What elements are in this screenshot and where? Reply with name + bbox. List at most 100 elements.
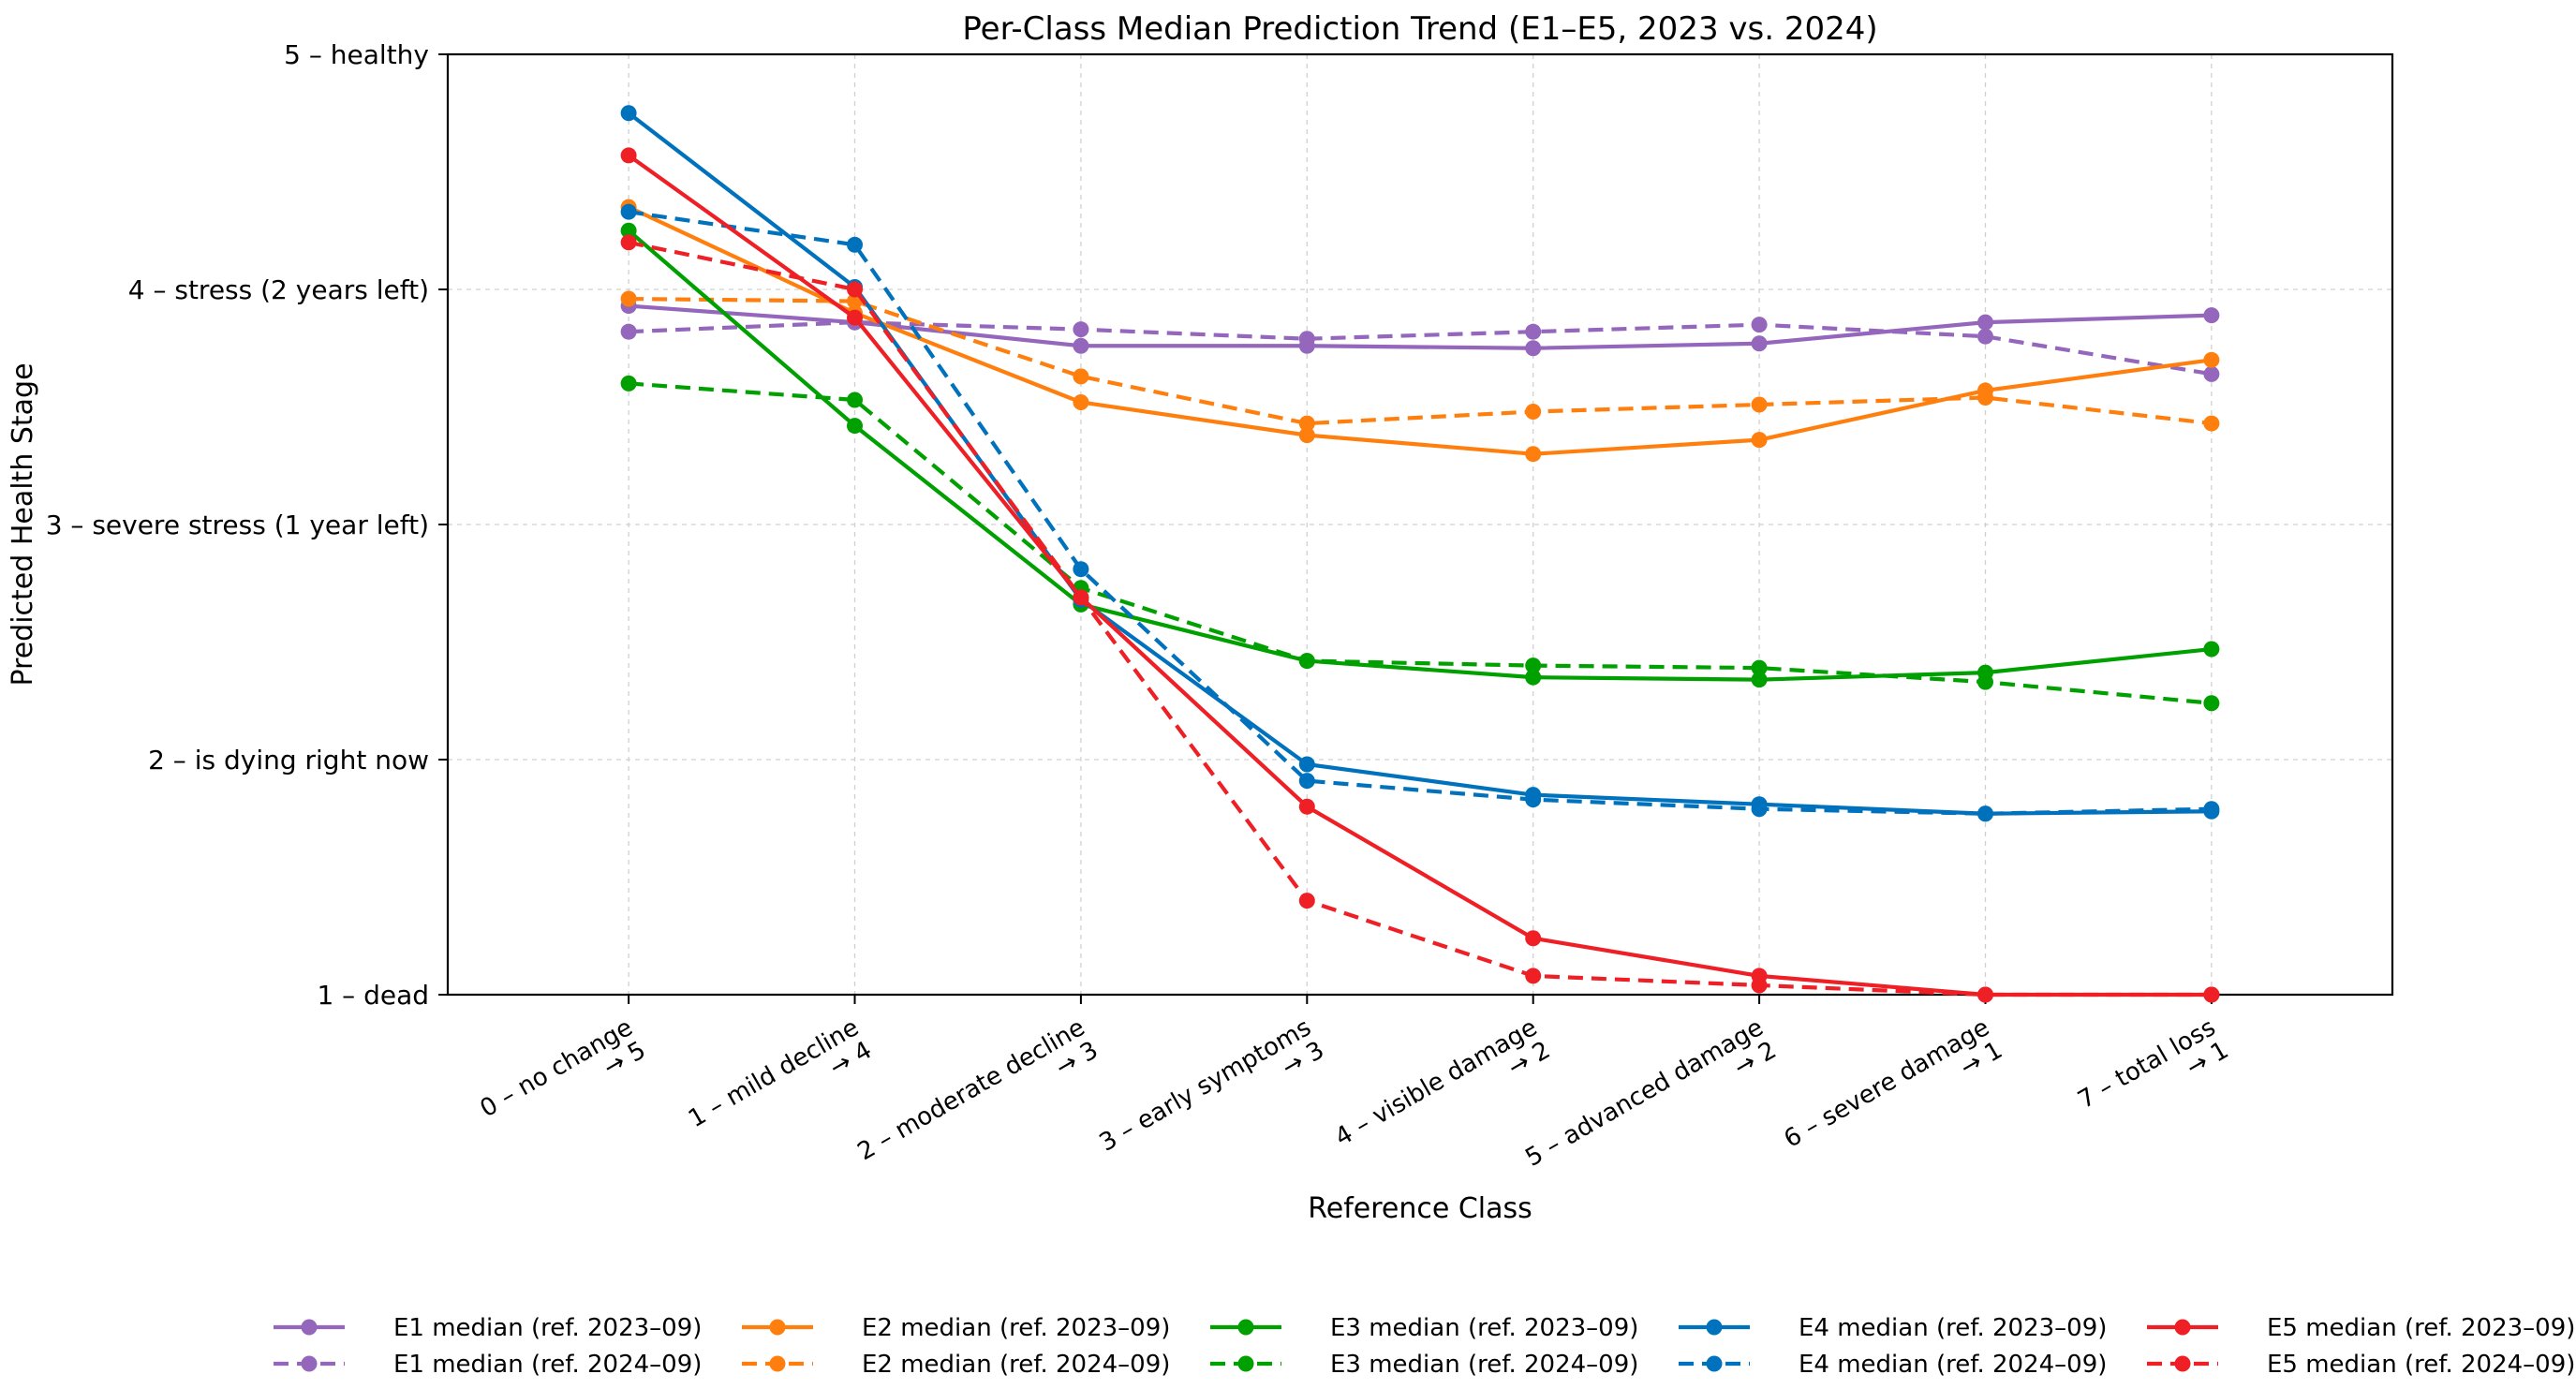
data-point (1751, 801, 1768, 818)
data-point (1525, 404, 1542, 421)
x-tick-label-line1: 2 – moderate decline (853, 1013, 1090, 1166)
x-tick-label: 6 – severe damage→ 1 (1780, 1013, 2007, 1154)
data-point (847, 281, 864, 298)
data-point (1073, 589, 1089, 606)
legend-swatch-marker (1706, 1319, 1723, 1336)
x-tick-label: 5 – advanced damage→ 2 (1521, 1013, 1782, 1173)
data-point (1976, 805, 1993, 822)
x-tick-label-line1: 5 – advanced damage (1521, 1013, 1769, 1173)
y-tick-label: 1 – dead (317, 980, 429, 1011)
data-point (1298, 798, 1315, 815)
series-line (628, 303, 2212, 350)
legend-label: E2 median (ref. 2024–09) (862, 1351, 1170, 1379)
data-point (2203, 641, 2220, 658)
data-point (1073, 368, 1089, 385)
y-tick-label: 4 – stress (2 years left) (128, 274, 429, 305)
legend-item: E4 median (ref. 2024–09) (1679, 1351, 2107, 1379)
y-tick-label: 5 – healthy (284, 39, 429, 70)
series-10 (620, 234, 2220, 1003)
legend-swatch-marker (769, 1319, 786, 1336)
series-7 (620, 105, 2220, 822)
data-point (620, 375, 637, 392)
data-point (1298, 893, 1315, 909)
data-point (620, 234, 637, 251)
y-tick-label: 2 – is dying right now (148, 745, 429, 776)
data-point (1976, 314, 1993, 331)
x-tick-label: 1 – mild decline→ 4 (684, 1013, 877, 1133)
data-point (1525, 446, 1542, 463)
series-4 (620, 290, 2220, 432)
legend-item: E1 median (ref. 2024–09) (274, 1351, 702, 1379)
data-point (2203, 351, 2220, 368)
series-line (627, 229, 2213, 682)
data-point (1525, 658, 1542, 674)
data-point (1073, 393, 1089, 410)
y-axis-label: Predicted Health Stage (7, 362, 39, 686)
data-point (1751, 432, 1768, 449)
series-line (628, 210, 2212, 816)
data-point (1525, 968, 1542, 984)
legend-swatch-marker (301, 1319, 318, 1336)
grid-lines (448, 54, 2392, 995)
legend-item: E3 median (ref. 2024–09) (1210, 1351, 1638, 1379)
data-point (1751, 396, 1768, 413)
data-point (2203, 415, 2220, 432)
legend-label: E4 median (ref. 2024–09) (1799, 1351, 2107, 1379)
data-point (2203, 695, 2220, 712)
data-point (1525, 340, 1542, 357)
x-tick-label: 0 – no change→ 5 (476, 1013, 651, 1123)
data-point (1298, 653, 1315, 670)
data-point (1751, 335, 1768, 352)
data-point (1298, 773, 1315, 790)
data-point (1976, 986, 1993, 1003)
legend-item: E5 median (ref. 2023–09) (2147, 1314, 2575, 1342)
series-line (629, 320, 2213, 377)
data-point (2203, 986, 2220, 1003)
data-point (1751, 317, 1768, 333)
x-tick-label-line1: 4 – visible damage (1330, 1013, 1542, 1152)
data-point (1298, 415, 1315, 432)
legend-item: E1 median (ref. 2023–09) (274, 1314, 702, 1342)
legend: E1 median (ref. 2023–09) E1 median (ref. … (274, 1314, 2575, 1379)
data-point (1976, 328, 1993, 345)
data-point (620, 203, 637, 220)
data-point (847, 392, 864, 408)
legend-label: E2 median (ref. 2023–09) (862, 1314, 1170, 1342)
data-point (1751, 977, 1768, 994)
series-6 (620, 375, 2220, 712)
x-tick-label-line1: 3 – early symptoms (1095, 1013, 1316, 1158)
x-axis-label: Reference Class (1308, 1192, 1532, 1225)
data-point (1073, 561, 1089, 578)
legend-swatch-marker (2174, 1355, 2191, 1372)
series-line (628, 240, 2212, 997)
legend-label: E3 median (ref. 2023–09) (1330, 1314, 1638, 1342)
series-lines (620, 105, 2220, 1003)
legend-item: E3 median (ref. 2023–09) (1210, 1314, 1638, 1342)
series-9 (620, 147, 2220, 1003)
data-point (620, 222, 637, 239)
data-point (2203, 307, 2220, 324)
data-point (1298, 427, 1315, 444)
legend-label: E5 median (ref. 2024–09) (2267, 1351, 2575, 1379)
legend-label: E1 median (ref. 2024–09) (393, 1351, 702, 1379)
data-point (620, 147, 637, 164)
data-point (847, 309, 864, 326)
series-5 (620, 222, 2220, 688)
chart-title: Per-Class Median Prediction Trend (E1–E5… (962, 10, 1877, 48)
data-point (620, 290, 637, 307)
series-line (627, 111, 2212, 816)
data-point (1525, 669, 1542, 686)
x-tick-label-line1: 6 – severe damage (1780, 1013, 1994, 1154)
data-point (1976, 389, 1993, 406)
data-point (1073, 337, 1089, 354)
legend-swatch-marker (1237, 1319, 1254, 1336)
x-tick-label: 2 – moderate decline→ 3 (853, 1013, 1103, 1166)
legend-item: E5 median (ref. 2024–09) (2147, 1351, 2575, 1379)
data-point (1976, 673, 1993, 690)
data-point (1298, 331, 1315, 347)
data-point (2203, 365, 2220, 382)
legend-item: E2 median (ref. 2023–09) (742, 1314, 1170, 1342)
data-point (620, 105, 637, 122)
